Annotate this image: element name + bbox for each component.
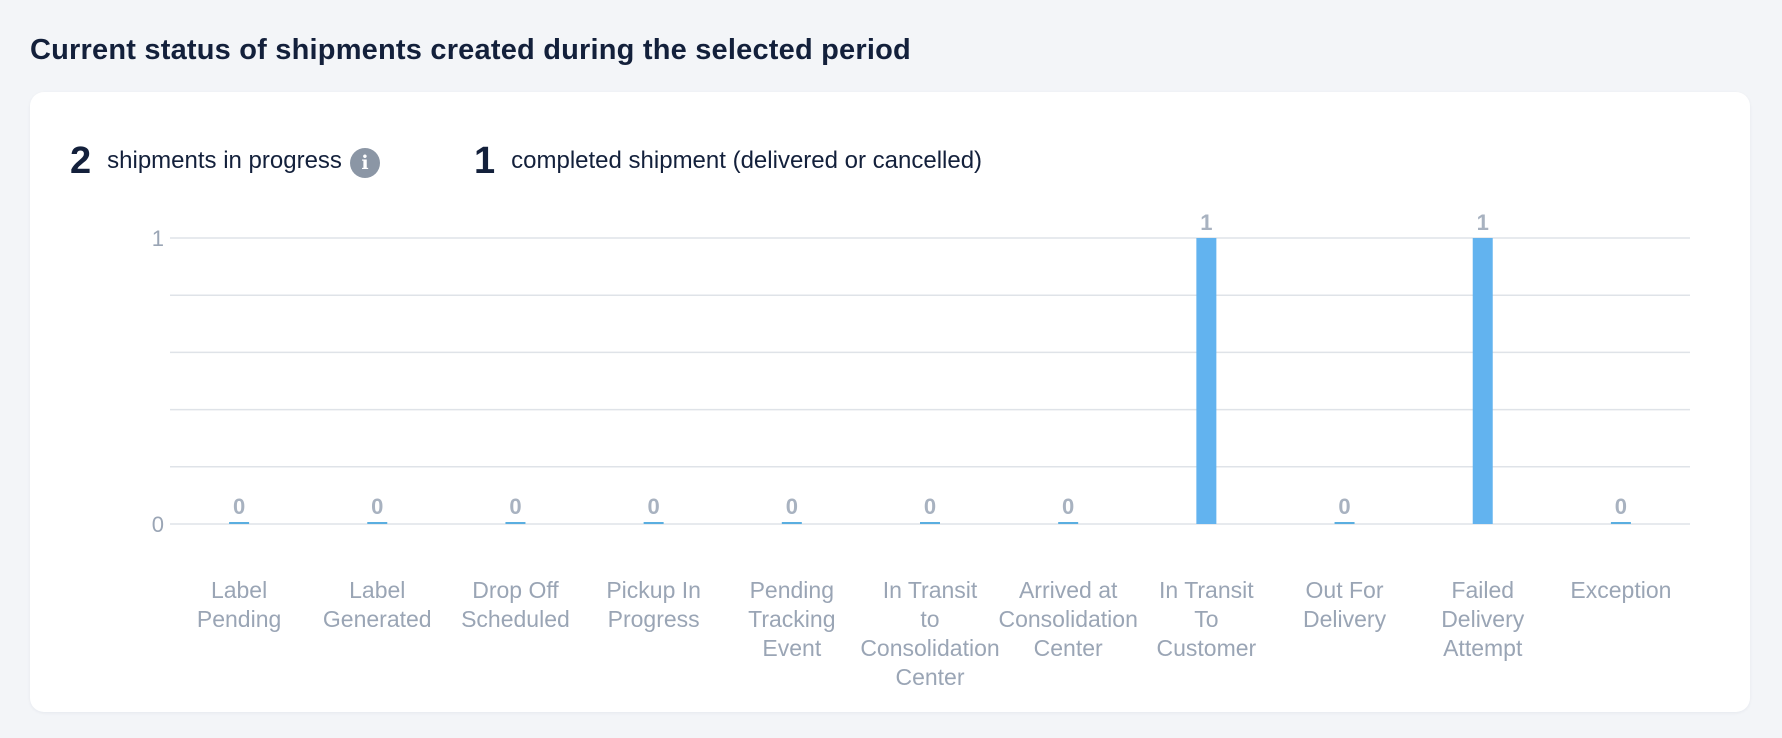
- category-label-line: In Transit: [883, 577, 978, 603]
- category-label-line: To: [1194, 606, 1218, 632]
- completed-summary: 1 completed shipment (delivered or cance…: [474, 136, 982, 186]
- in-progress-label: shipments in progress: [107, 147, 342, 174]
- info-icon[interactable]: i: [349, 148, 380, 178]
- category-label-line: Scheduled: [461, 606, 570, 632]
- category-label-line: Center: [1034, 635, 1103, 661]
- bar-value-label: 0: [924, 494, 936, 519]
- completed-label: completed shipment (delivered or cancell…: [511, 147, 983, 174]
- bar-value-label: 1: [1200, 210, 1212, 235]
- bar: [1610, 522, 1631, 524]
- category-label-line: Center: [895, 664, 964, 690]
- bar-value-label: 0: [786, 494, 798, 519]
- category-label-line: Pickup In: [606, 577, 701, 603]
- category-label-line: Consolidation: [998, 606, 1137, 632]
- category-label: Exception: [1570, 577, 1671, 603]
- completed-count: 1: [474, 140, 496, 182]
- bar: [229, 522, 250, 524]
- category-label: Drop Off Scheduled: [461, 577, 570, 632]
- y-tick-label: 1: [152, 226, 164, 251]
- category-label: Arrived at Consolidation Center: [998, 577, 1137, 661]
- category-label: Pickup In Progress: [606, 577, 701, 632]
- category-label-line: Event: [762, 635, 821, 661]
- status-chart-card: [30, 92, 1750, 712]
- in-progress-count: 2: [70, 140, 92, 182]
- category-label-line: Tracking: [748, 606, 835, 632]
- bar: [367, 522, 388, 524]
- category-label-line: Failed: [1451, 577, 1514, 603]
- bar: [1334, 522, 1355, 524]
- category-label-line: Label: [349, 577, 405, 603]
- category-label: In Transit To Customer: [1157, 577, 1257, 661]
- bar-value-label: 0: [1615, 494, 1627, 519]
- bar: [920, 522, 940, 524]
- bar-value-label: 0: [509, 494, 521, 519]
- bar-value-label: 0: [648, 494, 660, 519]
- category-label: Label Pending: [197, 577, 281, 632]
- bar-value-label: 0: [1062, 494, 1074, 519]
- category-label-line: Pending: [197, 606, 281, 632]
- category-label-line: Consolidation: [860, 635, 999, 661]
- category-label: Pending Tracking Event: [748, 577, 835, 661]
- category-label-line: Generated: [323, 606, 432, 632]
- bar-value-label: 0: [371, 494, 383, 519]
- category-label-line: Customer: [1157, 635, 1257, 661]
- in-progress-summary: 2 shipments in progress i: [70, 136, 380, 186]
- category-label-line: Attempt: [1443, 635, 1523, 661]
- bar-value-label: 1: [1477, 210, 1489, 235]
- category-label-line: to: [920, 606, 939, 632]
- category-label-line: Arrived at: [1019, 577, 1118, 603]
- bar: [1058, 522, 1079, 524]
- category-label-line: Drop Off: [472, 577, 559, 603]
- y-tick-label: 0: [152, 512, 164, 537]
- bar-value-label: 0: [1338, 494, 1350, 519]
- category-label: Failed Delivery Attempt: [1441, 577, 1525, 661]
- category-label-line: Progress: [608, 606, 700, 632]
- bar: [643, 522, 664, 524]
- bar: [1196, 238, 1217, 524]
- category-label: Out For Delivery: [1303, 577, 1387, 632]
- category-label-line: Delivery: [1441, 606, 1525, 632]
- category-label-line: Label: [211, 577, 267, 603]
- category-label-line: Exception: [1570, 577, 1671, 603]
- category-label-line: In Transit: [1159, 577, 1254, 603]
- bar: [1472, 238, 1493, 524]
- bar-value-label: 0: [233, 494, 245, 519]
- category-label: Label Generated: [323, 577, 432, 632]
- category-label-line: Out For: [1306, 577, 1384, 603]
- bar: [505, 522, 526, 524]
- bar: [781, 522, 802, 524]
- page-title: Current status of shipments created duri…: [30, 34, 911, 66]
- category-label-line: Pending: [750, 577, 834, 603]
- category-label-line: Delivery: [1303, 606, 1387, 632]
- category-label: In Transit to Consolidation Center: [860, 577, 999, 690]
